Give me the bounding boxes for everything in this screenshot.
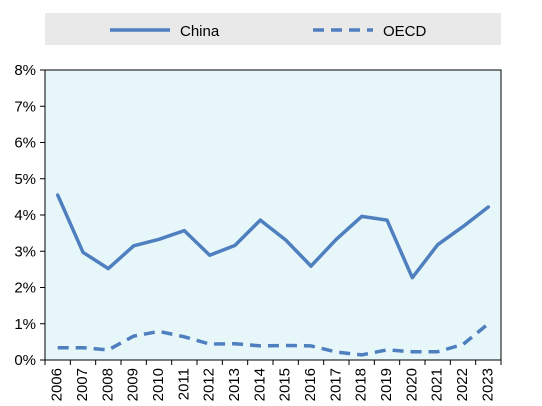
x-tick-label: 2013 — [226, 368, 243, 401]
series-line-oecd — [57, 322, 490, 357]
x-tick-label: 2016 — [302, 368, 319, 401]
y-tick-label: 4% — [14, 207, 36, 224]
x-tick-label: 2017 — [327, 368, 344, 401]
x-tick-label: 2021 — [429, 368, 446, 401]
y-tick-label: 0% — [14, 352, 36, 369]
x-tick-label: 2011 — [175, 368, 192, 400]
x-tick-label: 2010 — [150, 368, 167, 401]
y-tick-label: 2% — [14, 280, 36, 297]
plot-area — [44, 69, 502, 361]
legend-label-china: China — [180, 23, 220, 40]
x-tick-label: 2015 — [277, 368, 294, 401]
y-tick-label: 5% — [14, 171, 36, 188]
y-axis: 0% 1% 2% 3% 4% 5% 6% 7% 8% — [14, 62, 45, 369]
y-tick-label: 6% — [14, 135, 36, 152]
x-tick-label: 2008 — [99, 368, 116, 401]
y-tick-label: 1% — [14, 316, 36, 333]
x-axis: 2006 2007 2008 2009 2010 2011 2012 2013 2014 2015… — [44, 360, 502, 401]
series-layer — [55, 193, 491, 357]
x-tick-label: 2020 — [403, 368, 420, 401]
x-tick-label: 2022 — [454, 368, 471, 401]
y-tick-label: 7% — [14, 98, 36, 115]
x-tick-label: 2009 — [125, 368, 142, 401]
x-tick-label: 2006 — [49, 368, 66, 401]
x-tick-label: 2018 — [353, 368, 370, 401]
x-tick-label: 2007 — [74, 368, 91, 401]
series-line-china — [55, 193, 491, 280]
x-tick-label: 2019 — [378, 368, 395, 401]
x-tick-label: 2012 — [201, 368, 218, 401]
y-tick-label: 8% — [14, 62, 36, 79]
legend: China OECD — [45, 13, 501, 45]
x-tick-label: 2023 — [479, 368, 496, 401]
legend-label-oecd: OECD — [383, 23, 427, 40]
y-tick-label: 3% — [14, 243, 36, 260]
x-tick-label: 2014 — [251, 368, 268, 401]
